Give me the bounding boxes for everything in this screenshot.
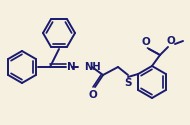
Text: O: O — [167, 36, 175, 46]
Text: N: N — [67, 62, 76, 72]
Text: NH: NH — [84, 62, 101, 72]
Text: O: O — [89, 90, 97, 101]
Text: O: O — [142, 37, 150, 47]
Text: S: S — [124, 78, 132, 88]
